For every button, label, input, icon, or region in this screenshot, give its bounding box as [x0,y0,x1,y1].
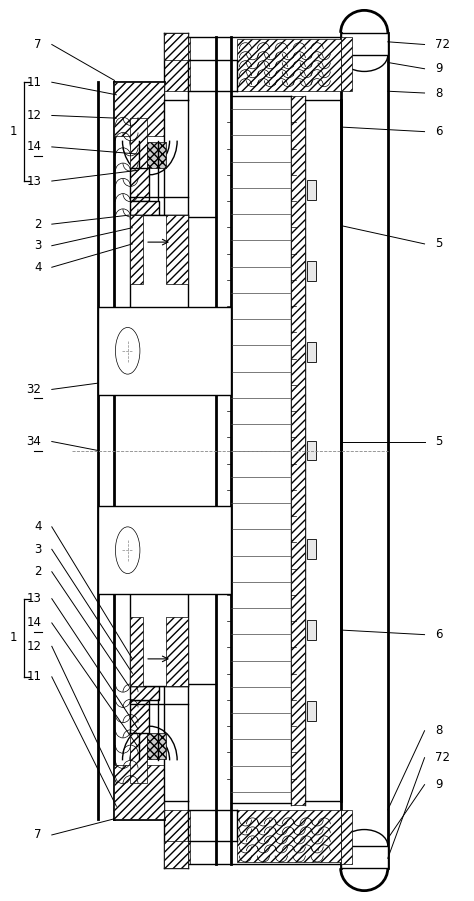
Bar [98,306,231,395]
Bar [237,39,341,91]
Text: 3: 3 [34,542,41,556]
Text: 32: 32 [27,383,41,396]
Text: 34: 34 [27,435,41,448]
Bar [307,261,316,281]
Polygon shape [129,201,159,219]
Bar [307,701,316,721]
Text: 9: 9 [435,778,442,791]
Text: 1: 1 [10,631,18,644]
Bar [341,32,388,55]
Text: 8: 8 [435,86,442,99]
Bar [307,441,316,460]
Bar [164,810,190,864]
Bar [129,215,143,285]
Text: 3: 3 [34,239,41,252]
Bar [115,765,164,819]
Text: 72: 72 [435,38,450,51]
Bar [129,733,147,783]
Text: 7: 7 [34,828,41,842]
Text: 9: 9 [435,62,442,76]
Text: 1: 1 [10,125,18,138]
Text: 11: 11 [27,76,41,88]
Bar [164,842,188,869]
Text: 2: 2 [34,565,41,578]
Bar [291,96,305,805]
Bar [341,846,388,869]
Text: 4: 4 [34,521,41,533]
Text: 5: 5 [435,435,442,448]
Bar [166,215,188,285]
Text: 11: 11 [27,670,41,683]
Text: 12: 12 [27,640,41,653]
Polygon shape [162,355,204,384]
Bar [129,118,147,168]
Polygon shape [129,168,149,201]
Polygon shape [129,682,159,700]
Text: 2: 2 [34,218,41,231]
Text: 72: 72 [435,751,450,764]
Text: 5: 5 [435,237,442,250]
Bar [166,616,188,686]
Bar [146,142,166,168]
Text: 7: 7 [34,38,41,51]
Bar [307,180,316,200]
Bar [341,810,353,864]
Bar [164,37,190,91]
Text: 6: 6 [435,125,442,138]
Text: 8: 8 [435,724,442,737]
Text: 14: 14 [27,616,41,630]
Bar [307,620,316,640]
Bar [115,82,164,136]
Bar [129,616,143,686]
Bar [307,540,316,560]
Text: 4: 4 [34,260,41,274]
Bar [307,341,316,361]
Polygon shape [129,700,149,733]
Text: 12: 12 [27,109,41,122]
Bar [164,32,188,59]
Bar [129,563,188,686]
Polygon shape [162,517,204,546]
Bar [341,37,353,91]
Bar [237,810,341,862]
Bar [129,215,188,338]
Bar [146,733,166,759]
Text: 13: 13 [27,592,41,605]
Text: 14: 14 [27,141,41,153]
Bar [98,506,231,595]
Text: 13: 13 [27,175,41,187]
Text: 6: 6 [435,628,442,642]
